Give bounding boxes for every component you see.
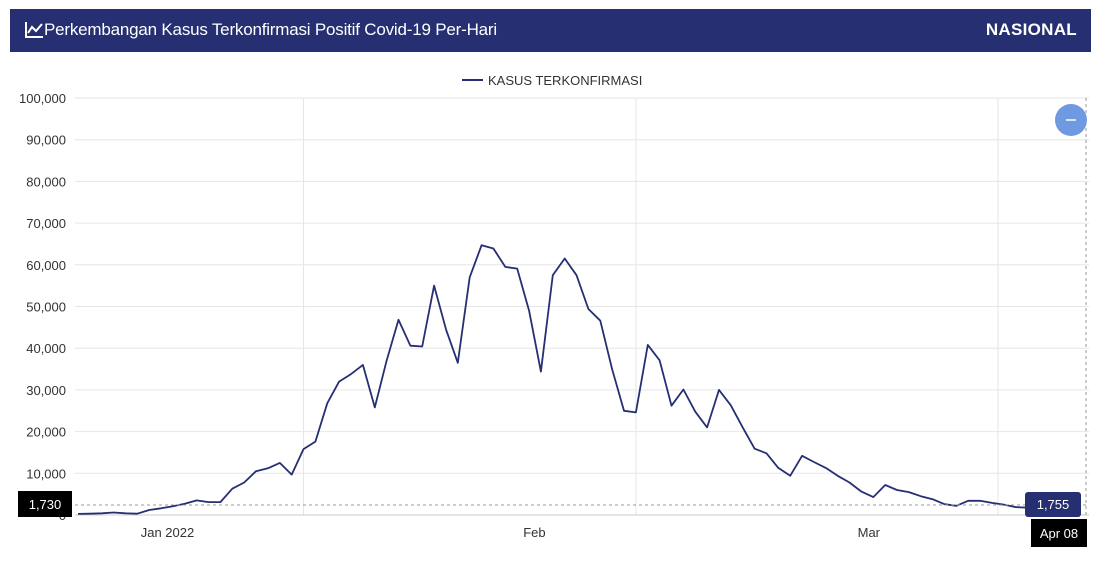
chart-header: Perkembangan Kasus Terkonfirmasi Positif…: [10, 9, 1091, 52]
line-chart[interactable]: 100,000 90,000 80,000 70,000 60,000 50,000 40,…: [0, 60, 1103, 558]
x-value-box: [1031, 519, 1087, 547]
chart-area[interactable]: 100,000 90,000 80,000 70,000 60,000 50,000 40,…: [0, 60, 1103, 558]
x-value-label: Apr 08: [1040, 526, 1078, 541]
y-tick-label: 20,000: [26, 425, 66, 440]
legend-item-label[interactable]: KASUS TERKONFIRMASI: [488, 73, 642, 88]
x-tick-label: Mar: [858, 525, 881, 540]
legend[interactable]: KASUS TERKONFIRMASI: [462, 73, 642, 88]
y-tick-label: 70,000: [26, 216, 66, 231]
y-tick-label: 100,000: [19, 91, 66, 106]
chart-title: Perkembangan Kasus Terkonfirmasi Positif…: [44, 20, 497, 39]
y-tick-label: 10,000: [26, 466, 66, 481]
y-tick-label: 90,000: [26, 133, 66, 148]
line-chart-icon: [25, 22, 43, 38]
y-tick-label: 80,000: [26, 174, 66, 189]
scope-label: NASIONAL: [985, 20, 1077, 39]
y-tick-label: 40,000: [26, 341, 66, 356]
crosshair: 1,730 1,755 Apr 08: [18, 98, 1087, 547]
grid-lines: [75, 97, 1089, 516]
y-tick-label: 30,000: [26, 383, 66, 398]
x-tick-label: Feb: [523, 525, 545, 540]
y-tick-label: 60,000: [26, 258, 66, 273]
y-axis: 100,000 90,000 80,000 70,000 60,000 50,000 40,…: [19, 91, 66, 523]
point-value-label: 1,755: [1037, 497, 1070, 512]
x-axis: Jan 2022 Feb Mar: [75, 514, 1089, 540]
y-value-label: 1,730: [29, 497, 62, 512]
y-tick-label: 50,000: [26, 300, 66, 315]
point-value-box: [1025, 492, 1081, 517]
x-tick-label: Jan 2022: [141, 525, 195, 540]
y-value-box: [18, 491, 72, 517]
series-lines: [77, 244, 1028, 515]
series-line-kasus-terkonfirmasi: [77, 244, 1028, 515]
zoom-out-button[interactable]: [1055, 104, 1087, 136]
